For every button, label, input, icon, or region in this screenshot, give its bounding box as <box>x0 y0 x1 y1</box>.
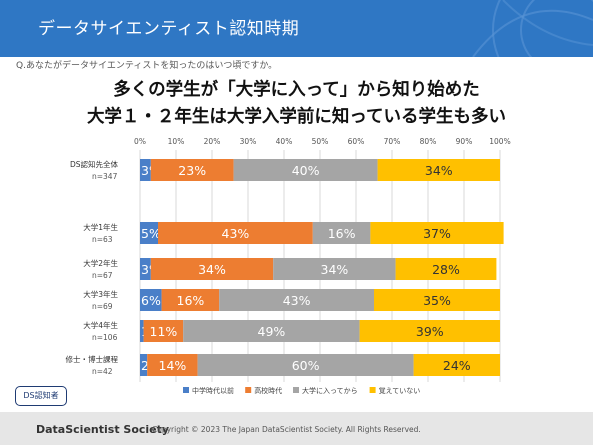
ds-aware-badge: DS認知者 <box>15 386 67 406</box>
footer: DataScientist Society Copyright © 2023 T… <box>0 412 593 445</box>
x-tick-label: 70% <box>384 137 401 146</box>
x-tick-label: 20% <box>204 137 221 146</box>
legend-label: 高校時代 <box>254 386 282 395</box>
bar-segment <box>140 258 151 280</box>
bar-data-label: 34% <box>321 262 349 277</box>
headline-line-1: 多くの学生が「大学に入って」から知り始めた <box>113 80 480 100</box>
bar-data-label: 34% <box>425 163 453 178</box>
x-tick-label: 30% <box>240 137 257 146</box>
category-n-label: n=69 <box>92 302 113 311</box>
category-label: 大学2年生 <box>83 258 118 268</box>
bar-data-label: 28% <box>432 262 460 277</box>
bar-data-label: 43% <box>222 226 250 241</box>
bar-segment <box>147 354 198 376</box>
bar-segment <box>150 159 234 181</box>
category-n-label: n=63 <box>92 235 113 244</box>
bar-segment <box>140 222 158 244</box>
bar-segment <box>273 258 396 280</box>
bar-segment <box>370 222 504 244</box>
bar-segment <box>197 354 414 376</box>
bar-segment <box>395 258 497 280</box>
bar-data-label: 39% <box>416 324 444 339</box>
footer-copyright: Copyright © 2023 The Japan DataScientist… <box>152 425 421 434</box>
bar-segment <box>219 289 374 311</box>
bar-data-label: 5% <box>141 226 161 241</box>
legend-swatch <box>183 387 189 393</box>
category-n-label: n=106 <box>92 333 118 342</box>
bar-data-label: 14% <box>159 358 187 373</box>
survey-question: Q.あなたがデータサイエンティストを知ったのはいつ頃ですか。 <box>16 61 278 71</box>
bar-data-label: 6% <box>141 293 161 308</box>
bar-segment <box>233 159 378 181</box>
bar-segment <box>143 320 184 342</box>
category-n-label: n=347 <box>92 172 118 181</box>
bar-data-label: 49% <box>258 324 286 339</box>
headline-line-2: 大学１・２年生は大学入学前に知っている学生も多い <box>86 107 507 127</box>
bar-data-label: 37% <box>423 226 451 241</box>
bar-segment <box>140 159 151 181</box>
bar-segment <box>161 289 220 311</box>
legend-swatch <box>369 387 376 393</box>
bar-data-label: 40% <box>292 163 320 178</box>
x-tick-label: 50% <box>312 137 329 146</box>
bar-segment <box>359 320 500 342</box>
category-label: 修士・博士課程 <box>66 354 119 364</box>
bar-segment <box>140 320 144 342</box>
category-label: DS認知先全体 <box>70 159 119 169</box>
stacked-bar-chart: 0% 10% 20% 30% 40% 50% 60% 70% 80% 90% 100% DS認知先全体… <box>66 137 511 395</box>
category-label: 大学4年生 <box>83 320 118 330</box>
category-n-label: n=67 <box>92 271 113 280</box>
bar-segment <box>183 320 360 342</box>
x-tick-label: 10% <box>168 137 185 146</box>
category-n-label: n=42 <box>92 367 113 376</box>
bar-data-label: 60% <box>292 358 320 373</box>
bar-data-label: 34% <box>198 262 226 277</box>
bar-data-label: 43% <box>283 293 311 308</box>
x-tick-label: 80% <box>420 137 437 146</box>
bar-data-label: 11% <box>150 324 178 339</box>
bar-segment <box>413 354 500 376</box>
legend-swatch <box>293 387 299 393</box>
x-tick-label: 40% <box>276 137 293 146</box>
header-bar: データサイエンティスト認知時期 <box>0 0 593 57</box>
category-label: 大学1年生 <box>83 222 118 232</box>
bar-segment <box>158 222 313 244</box>
page-title: データサイエンティスト認知時期 <box>38 19 300 39</box>
bar-segment <box>374 289 500 311</box>
bar-segment <box>140 354 148 376</box>
bar-segment <box>312 222 371 244</box>
bar-segment <box>377 159 500 181</box>
header-decoration-icon <box>472 0 593 57</box>
legend-label: 覚えていない <box>379 386 421 395</box>
bar-data-label: 24% <box>443 358 471 373</box>
category-label: 大学3年生 <box>83 289 118 299</box>
footer-brand: DataScientist Society <box>36 423 170 436</box>
legend-label: 中学時代以前 <box>192 386 234 395</box>
bar-segment <box>140 289 162 311</box>
bar-data-label: 35% <box>423 293 451 308</box>
bar-data-label: 16% <box>177 293 205 308</box>
bar-data-label: 16% <box>328 226 356 241</box>
x-tick-label: 100% <box>489 137 510 146</box>
x-tick-label: 60% <box>348 137 365 146</box>
legend-swatch <box>245 387 252 393</box>
x-tick-label: 0% <box>134 137 146 146</box>
bar-segment <box>150 258 274 280</box>
x-tick-label: 90% <box>456 137 473 146</box>
legend-label: 大学に入ってから <box>302 386 358 395</box>
bar-data-label: 23% <box>178 163 206 178</box>
